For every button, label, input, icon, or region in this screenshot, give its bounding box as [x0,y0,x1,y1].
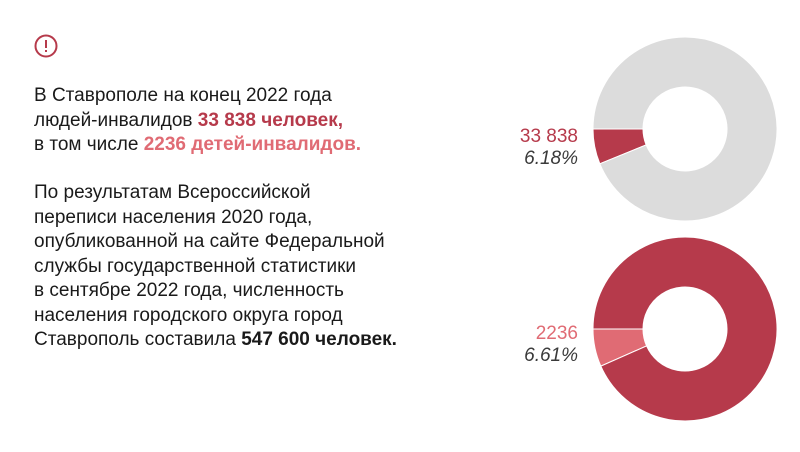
donut-1-percent: 6.18% [524,148,578,169]
donut-2-percent: 6.61% [524,345,578,366]
disabled-children-count: 2236 детей-инвалидов. [143,134,362,155]
population-count: 547 600 человек. [241,329,397,350]
donut-1-slice-2 [592,36,778,222]
donut-2-slice-2 [592,236,778,422]
census-line: населения городского округа город [34,304,343,326]
summary-line: В Ставрополе на конец 2022 года [34,85,332,106]
summary-text: в том числе [34,134,144,155]
census-line: опубликованной на сайте Федеральной [34,231,385,252]
census-line: в сентябре 2022 года, численность [34,280,344,301]
summary-line: людей-инвалидов 33 838 человек, [34,109,474,134]
census-line: По результатам Всероссийской [34,182,311,203]
donut-2-label: 2236 6.61% [458,323,578,367]
donut-1-label: 33 838 6.18% [458,126,578,170]
census-paragraph: По результатам Всероссийской переписи на… [34,181,474,353]
donut-chart-disabled-children [592,236,778,422]
disabled-people-count: 33 838 человек, [197,109,343,131]
summary-text: людей-инвалидов [34,109,198,131]
census-line: службы государственной статистики [34,255,356,277]
summary-line: в том числе 2236 детей-инвалидов. [34,133,474,158]
census-line: Ставрополь составила 547 600 человек. [34,328,474,353]
census-line: переписи населения 2020 года, [34,206,313,228]
census-text: Ставрополь составила [34,329,242,350]
donut-1-value: 33 838 [519,126,578,147]
donut-chart-disabled-people [592,36,778,222]
alert-circle-icon [34,34,58,58]
summary-paragraph: В Ставрополе на конец 2022 года людей-ин… [34,84,474,158]
donut-2-value: 2236 [535,323,578,344]
